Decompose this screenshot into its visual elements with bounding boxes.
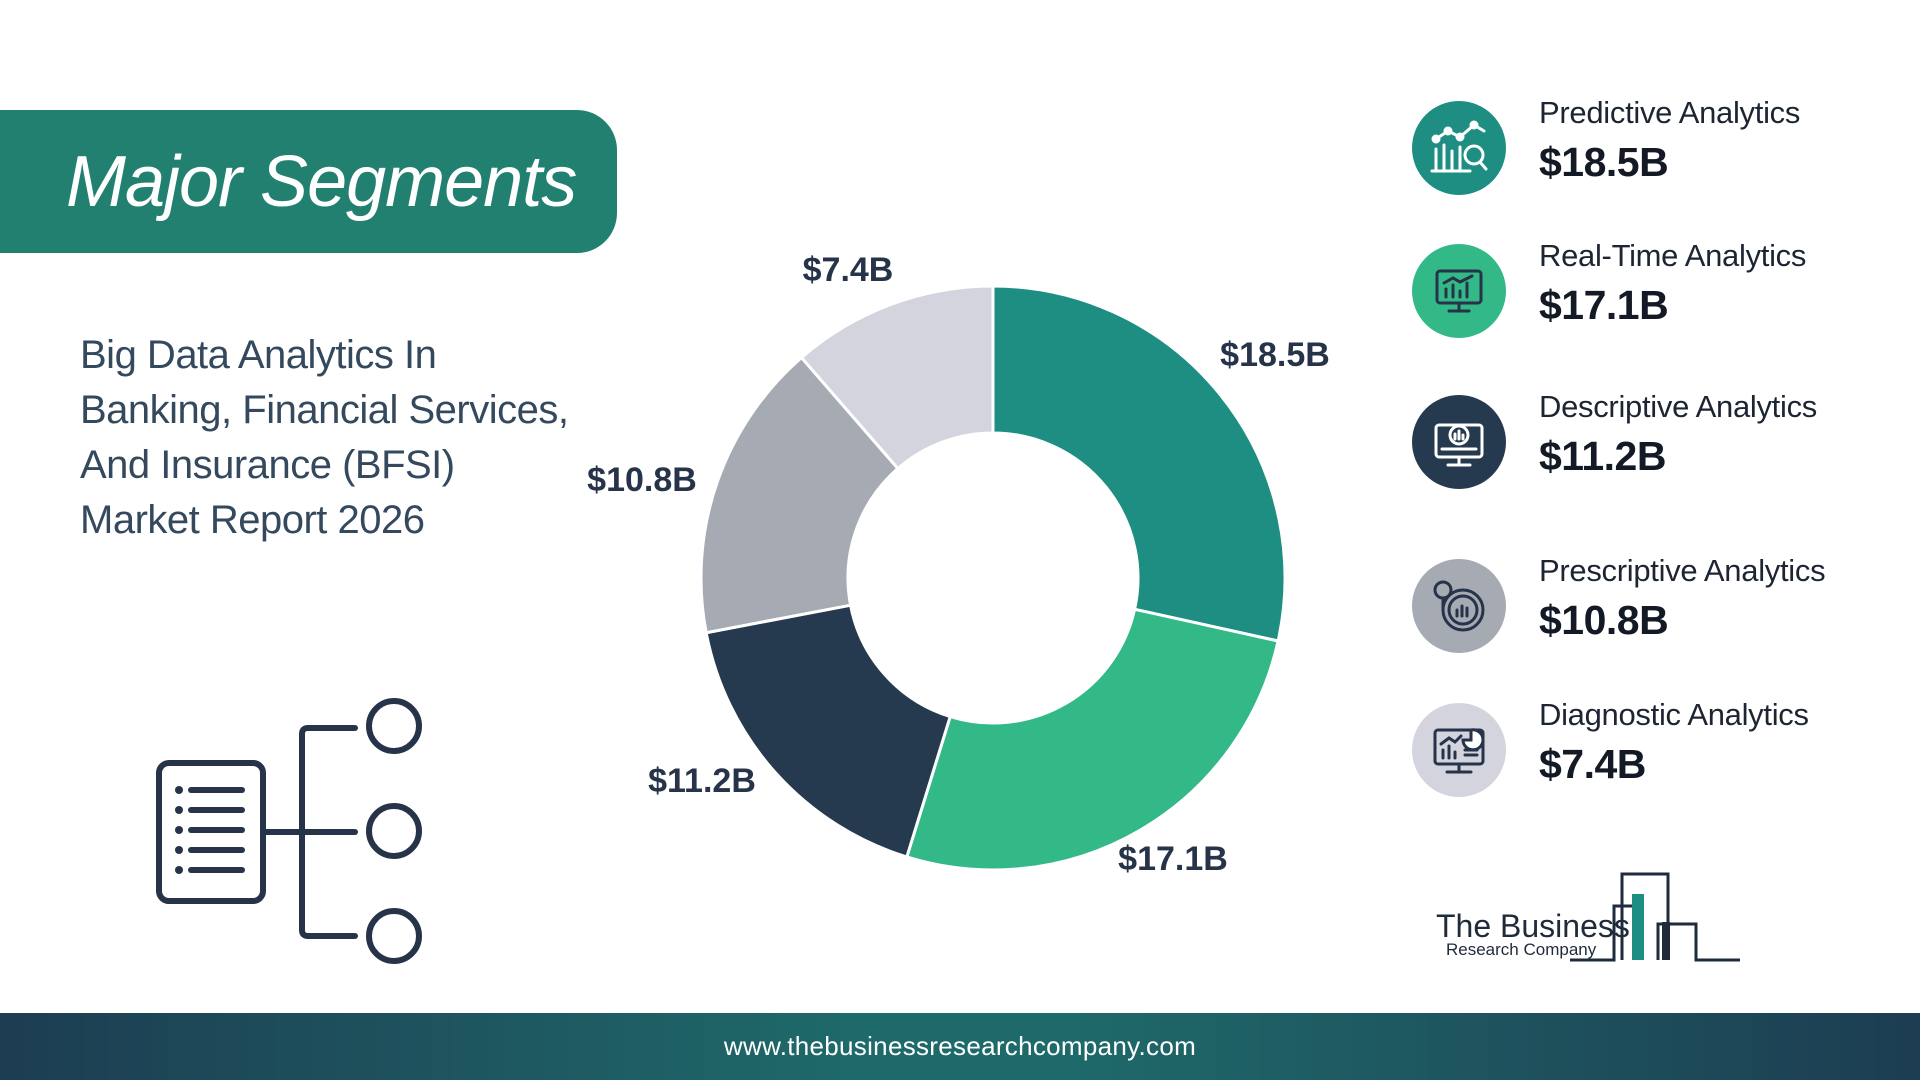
brand-subtitle: Research Company: [1446, 940, 1597, 959]
report-title-line: Market Report 2026: [80, 498, 425, 542]
page-title: Major Segments: [66, 141, 577, 222]
data-label: $11.2B: [648, 762, 756, 800]
donut-slice-predictive-analytics: [991, 284, 1287, 643]
brand-logo: The Business Research Company: [1430, 868, 1750, 968]
title-banner: Major Segments: [0, 110, 617, 253]
predictive-analytics-icon: [1412, 101, 1506, 195]
legend-item-prescriptive: Prescriptive Analytics $10.8B: [1412, 553, 1892, 663]
legend-value: $17.1B: [1539, 282, 1669, 328]
descriptive-analytics-icon: [1412, 395, 1506, 489]
donut-slice-diagnostic-analytics: [799, 284, 995, 471]
legend-label: Diagnostic Analytics: [1539, 697, 1809, 732]
brand-name: The Business: [1436, 908, 1630, 944]
legend-value: $7.4B: [1539, 741, 1646, 787]
footer-bar: www.thebusinessresearchcompany.com: [0, 1013, 1920, 1080]
legend-label: Prescriptive Analytics: [1539, 553, 1826, 588]
legend-label: Descriptive Analytics: [1539, 389, 1817, 424]
donut-slice-descriptive-analytics: [704, 603, 953, 859]
brand-buildings-icon: [1570, 872, 1740, 962]
report-title-line: Big Data Analytics In: [80, 333, 437, 377]
legend-item-predictive: Predictive Analytics $18.5B: [1412, 95, 1892, 205]
donut-slice-real-time-analytics: [904, 607, 1280, 872]
data-label: $17.1B: [1118, 840, 1228, 878]
donut-chart: $18.5B $17.1B $11.2B $10.8B $7.4B: [587, 251, 1330, 878]
data-label: $7.4B: [803, 251, 894, 289]
report-title: Big Data Analytics In Banking, Financial…: [80, 328, 600, 548]
legend-label: Real-Time Analytics: [1539, 238, 1807, 273]
legend-item-diagnostic: Diagnostic Analytics $7.4B: [1412, 697, 1892, 807]
legend-value: $18.5B: [1539, 139, 1669, 185]
donut-slice-prescriptive-analytics: [699, 355, 901, 635]
prescriptive-analytics-icon: [1412, 559, 1506, 653]
real-time-analytics-icon: [1412, 244, 1506, 338]
report-title-line: Banking, Financial Services,: [80, 388, 569, 432]
diagnostic-analytics-icon: [1412, 703, 1506, 797]
report-title-line: And Insurance (BFSI): [80, 443, 455, 487]
data-label: $18.5B: [1220, 336, 1330, 374]
document-tree-icon: [156, 698, 422, 964]
legend-value: $10.8B: [1539, 597, 1669, 643]
legend-label: Predictive Analytics: [1539, 95, 1801, 130]
legend-item-descriptive: Descriptive Analytics $11.2B: [1412, 389, 1892, 499]
footer-url[interactable]: www.thebusinessresearchcompany.com: [723, 1031, 1197, 1061]
data-label: $10.8B: [587, 461, 697, 499]
legend-item-real-time: Real-Time Analytics $17.1B: [1412, 238, 1892, 348]
legend-value: $11.2B: [1539, 433, 1666, 479]
